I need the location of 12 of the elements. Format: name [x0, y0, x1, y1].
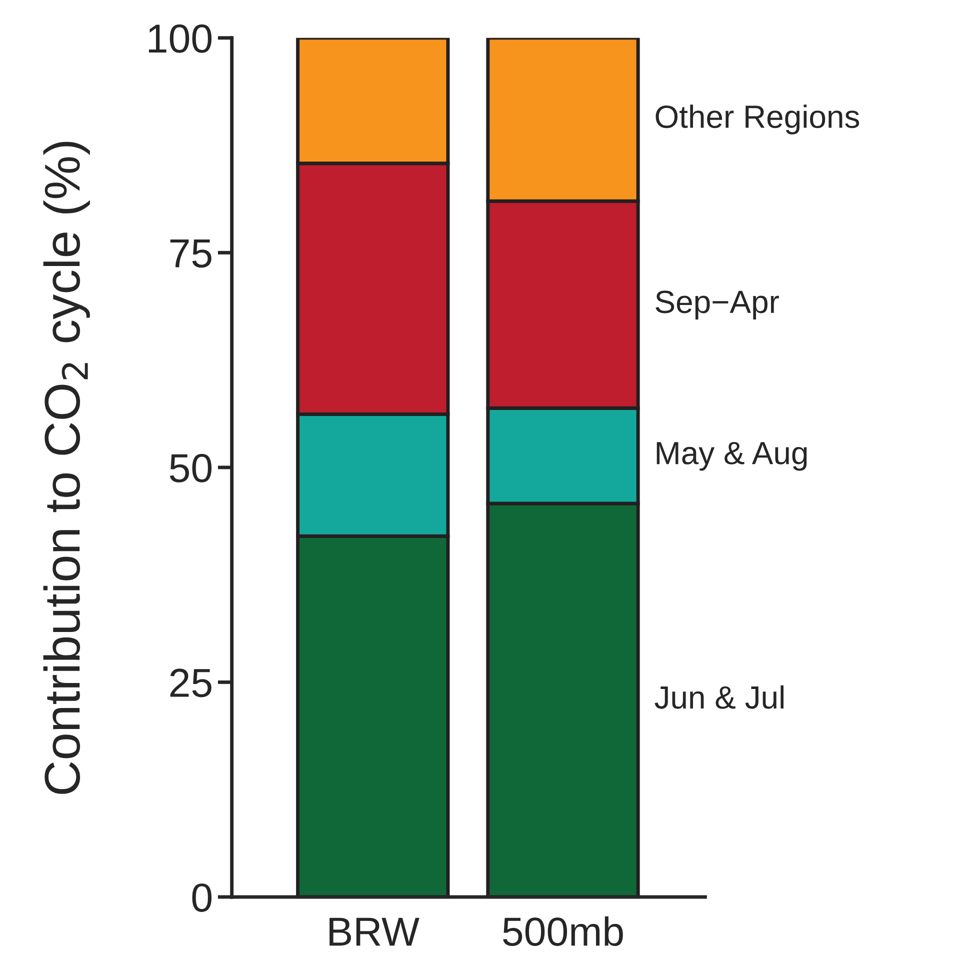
series-label: Sep−Apr	[656, 290, 779, 320]
y-tick-label: 25	[170, 668, 212, 698]
x-tick-label: 500mb	[503, 916, 623, 946]
x-tick-label: BRW	[330, 918, 420, 946]
y-tick-label: 50	[170, 454, 212, 482]
series-label: May & Aug	[656, 442, 807, 471]
y-tick-label: 75	[170, 240, 212, 268]
series-label: Jun & Jul	[654, 685, 784, 709]
y-axis-title: Contribution to CO$_{2}$ cycle (%)	[43, 142, 90, 794]
series-label: Other Regions	[656, 104, 860, 134]
y-tick-label: 0	[192, 883, 212, 912]
y-tick-label: 100	[148, 24, 212, 53]
